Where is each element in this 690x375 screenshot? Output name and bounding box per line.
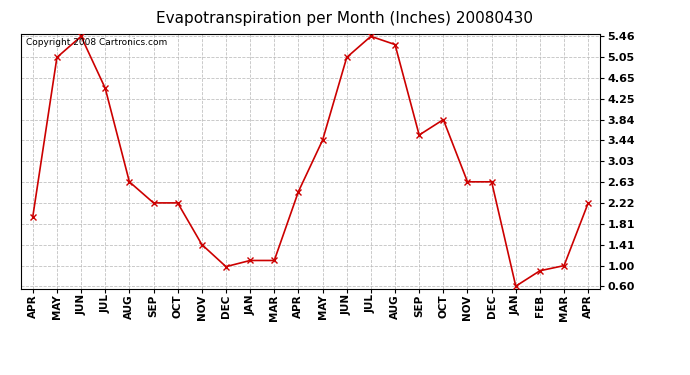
- Text: Copyright 2008 Cartronics.com: Copyright 2008 Cartronics.com: [26, 38, 168, 46]
- Text: Evapotranspiration per Month (Inches) 20080430: Evapotranspiration per Month (Inches) 20…: [157, 11, 533, 26]
